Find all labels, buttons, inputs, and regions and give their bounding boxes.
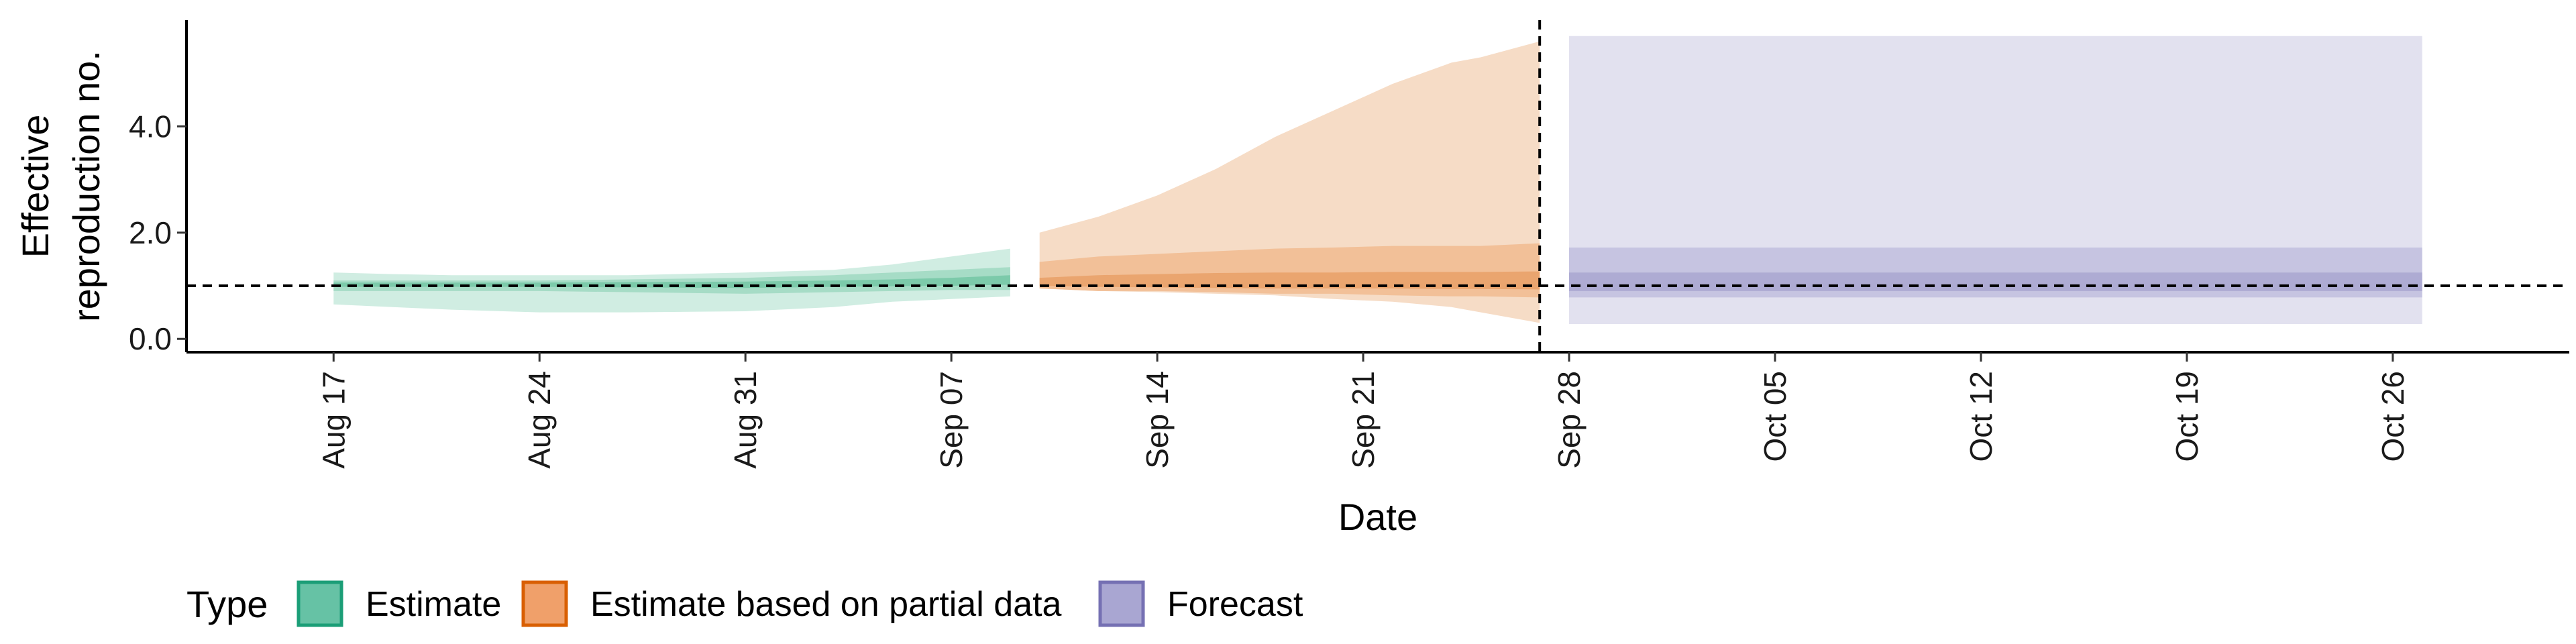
x-tick-label: Sep 28 (1552, 371, 1587, 469)
y-tick-label: 2.0 (129, 215, 172, 250)
x-tick-label: Sep 14 (1140, 371, 1175, 469)
band-inner (333, 275, 1010, 288)
legend-label: Forecast (1167, 585, 1303, 624)
legend: Type Estimate Estimate based on partial da… (186, 580, 1303, 627)
y-axis-title-line: Effective (14, 115, 56, 258)
legend-swatch (1098, 580, 1145, 627)
band-mid (333, 267, 1010, 294)
y-axis-title: Effective reproduction no. (14, 50, 107, 322)
y-tick-label: 0.0 (129, 321, 172, 356)
x-tick-label: Sep 21 (1346, 371, 1381, 469)
x-axis-title: Date (1338, 496, 1417, 538)
band-inner (1569, 272, 2422, 291)
legend-label: Estimate (366, 585, 501, 624)
legend-swatch (521, 580, 568, 627)
legend-swatch (297, 580, 343, 627)
y-tick-label: 4.0 (129, 109, 172, 144)
x-tick-label: Aug 24 (522, 371, 557, 469)
x-tick-label: Sep 07 (934, 371, 969, 469)
x-tick-label: Aug 31 (728, 371, 763, 469)
x-tick-label: Oct 26 (2375, 371, 2410, 462)
y-axis-title-line: reproduction no. (65, 50, 107, 322)
x-tick-label: Oct 19 (2169, 371, 2204, 462)
x-tick-label: Oct 05 (1758, 371, 1792, 462)
plot-bands (333, 36, 2422, 325)
x-tick-label: Aug 17 (316, 371, 351, 469)
legend-title: Type (186, 583, 268, 625)
series-1 (333, 246, 1010, 313)
axes: 0.0 2.0 4.0 Aug 17 Aug 24 Aug 31 Sep 07 Sep 14 S… (129, 20, 2569, 469)
reference-lines (186, 20, 2569, 352)
x-tick-label: Oct 12 (1964, 371, 1998, 462)
series-3 (1569, 36, 2422, 325)
series-2 (1039, 41, 1540, 323)
legend-label: Estimate based on partial data (590, 585, 1062, 624)
